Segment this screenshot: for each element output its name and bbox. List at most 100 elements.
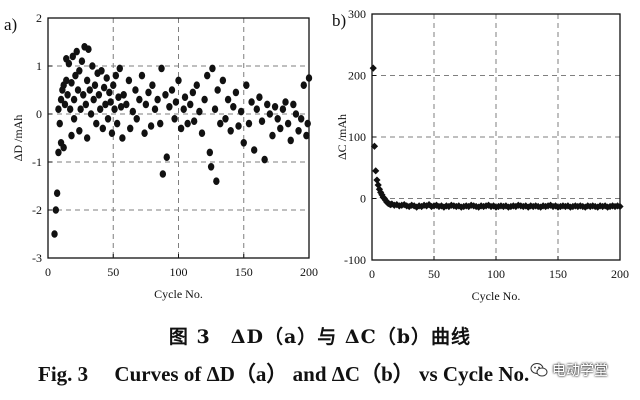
a-data-point (219, 76, 227, 85)
a-data-point (70, 95, 78, 104)
wechat-icon (530, 363, 548, 377)
a-data-point (201, 95, 208, 104)
a-data-point (287, 136, 294, 145)
a-data-point (166, 103, 173, 111)
a-data-point (98, 67, 105, 75)
a-data-point (111, 105, 118, 113)
a-data-point (66, 105, 74, 113)
a-data-point (224, 95, 232, 104)
a-y-tick-label: -2 (32, 203, 42, 217)
a-data-point (284, 119, 292, 128)
panel-a-chart: 0 50 100 150 200 -3 -2 -1 0 1 2 Cycle No. ΔD /mAh a) (4, 11, 318, 301)
a-data-point (300, 81, 307, 89)
a-data-point (108, 129, 116, 137)
a-data-point (83, 134, 91, 142)
a-y-tick-label: 2 (36, 11, 42, 25)
b-x-tick-label: 200 (611, 267, 629, 281)
a-data-point (151, 105, 159, 113)
a-data-point (68, 79, 75, 87)
a-data-point (113, 119, 121, 128)
b-x-tick-label: 100 (487, 267, 505, 281)
a-data-point (171, 115, 178, 123)
a-data-point (266, 110, 274, 118)
a-data-point (129, 107, 137, 116)
a-data-point (245, 119, 253, 128)
a-data-point (206, 148, 214, 157)
b-x-tick-label: 150 (549, 267, 567, 281)
a-data-point (168, 86, 176, 94)
a-data-point (119, 134, 126, 142)
a-data-point (250, 146, 258, 154)
a-data-point (303, 131, 310, 140)
a-data-point (112, 71, 120, 80)
a-data-point (103, 74, 110, 82)
b-data-point (418, 202, 426, 211)
a-data-point (51, 230, 58, 238)
a-data-point (142, 100, 150, 109)
a-data-point (125, 76, 133, 85)
a-data-point (230, 103, 237, 111)
a-data-point (147, 122, 155, 130)
a-y-tick-label: -3 (32, 251, 42, 265)
a-data-point (232, 88, 240, 97)
a-data-point (99, 124, 107, 133)
a-data-point (117, 103, 125, 111)
a-data-point (73, 47, 80, 56)
a-data-point (74, 86, 82, 94)
a-data-point (127, 124, 134, 133)
a-data-point (77, 105, 84, 113)
a-data-point (55, 105, 62, 113)
a-data-point (107, 98, 114, 106)
a-data-point (68, 131, 75, 140)
a-data-point (86, 86, 93, 94)
a-data-point (158, 64, 165, 73)
a-data-point (70, 115, 78, 123)
a-data-point (189, 88, 197, 97)
a-data-point (82, 100, 90, 109)
a-data-point (145, 88, 152, 97)
b-y-tick-label: 200 (348, 69, 366, 83)
b-y-tick-label: 300 (348, 7, 366, 21)
a-data-point (207, 163, 215, 171)
a-y-axis-label: ΔD /mAh (11, 115, 25, 162)
a-data-point (214, 86, 221, 94)
a-data-point (261, 155, 268, 164)
b-data-point (372, 167, 380, 175)
a-data-point (184, 119, 191, 128)
a-data-point (132, 86, 139, 94)
a-data-point (292, 110, 300, 118)
a-data-point (76, 67, 83, 75)
a-data-point (52, 206, 60, 214)
a-data-point (159, 170, 167, 178)
a-data-point (211, 105, 219, 113)
b-data-point (373, 176, 381, 184)
b-data-point (524, 203, 532, 211)
b-data-point (616, 202, 624, 211)
a-data-point (104, 115, 112, 123)
a-data-point (290, 100, 297, 109)
b-data-point (388, 200, 396, 208)
a-data-point (162, 91, 169, 99)
b-data-point (369, 64, 377, 72)
b-data-point (400, 201, 408, 209)
b-data-point (465, 202, 473, 211)
a-x-tick-label: 50 (107, 265, 119, 279)
b-data-point (425, 201, 433, 209)
a-data-point (133, 115, 140, 123)
a-data-point (136, 95, 143, 104)
a-data-point (243, 81, 250, 89)
a-data-point (222, 115, 229, 123)
a-data-point (106, 88, 113, 97)
a-data-point (97, 105, 104, 113)
b-y-tick-label: 0 (360, 192, 366, 206)
a-data-point (55, 148, 62, 157)
a-data-point (198, 129, 206, 137)
a-data-point (64, 91, 71, 99)
a-data-point (63, 76, 70, 85)
a-data-point (138, 71, 146, 80)
b-y-tick-label: -100 (344, 253, 366, 267)
a-x-tick-label: 200 (300, 265, 318, 279)
a-data-point (256, 93, 263, 101)
a-data-point (282, 98, 289, 106)
watermark-text: 电动学堂 (552, 363, 608, 379)
